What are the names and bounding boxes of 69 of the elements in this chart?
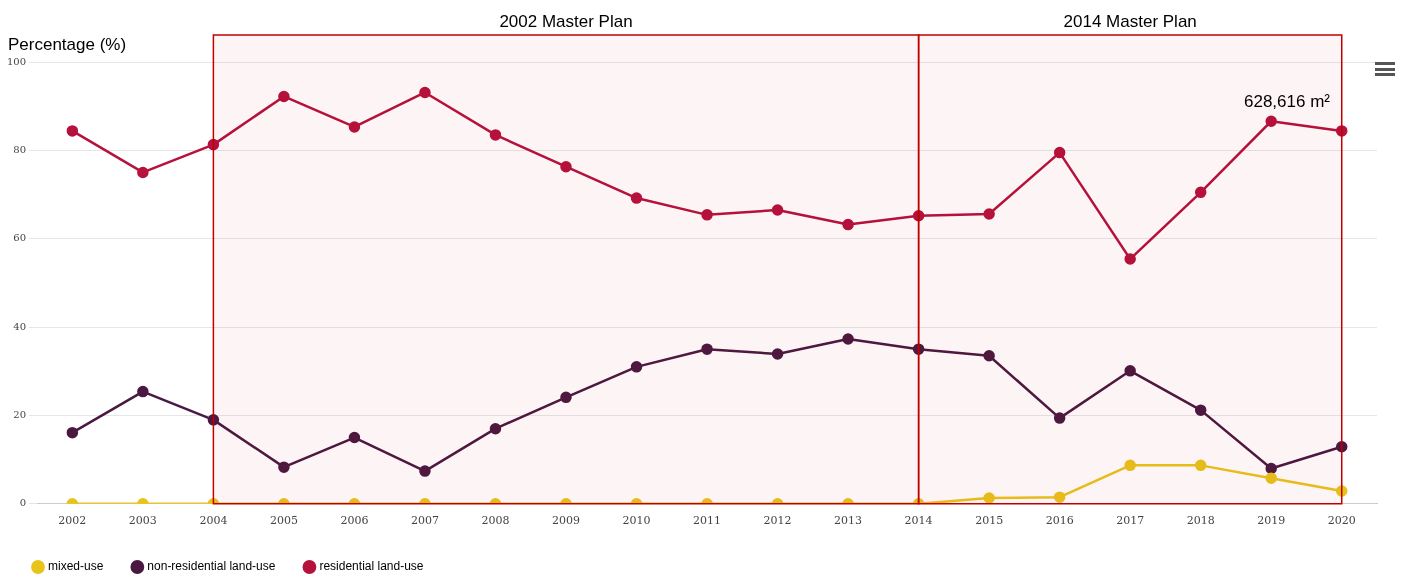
point	[1265, 462, 1277, 475]
band-label: 2014 Master Plan	[1063, 11, 1197, 31]
x-tick-label: 2015	[975, 514, 1004, 528]
legend-label: mixed-use	[48, 559, 104, 574]
y-axis-title: Percentage (%)	[8, 34, 127, 54]
y-tick-label: 80	[13, 143, 27, 155]
point	[278, 461, 290, 473]
x-tick-label: 2019	[1257, 514, 1286, 528]
point	[489, 129, 502, 141]
point	[1265, 115, 1277, 127]
x-tick-label: 2011	[693, 514, 722, 528]
point	[983, 492, 995, 504]
point	[630, 192, 643, 204]
x-tick-label: 2007	[410, 514, 439, 528]
point	[137, 385, 149, 398]
point	[983, 208, 995, 220]
x-tick-label: 2005	[269, 514, 298, 528]
x-tick-label: 2016	[1045, 514, 1074, 528]
x-tick-label: 2006	[340, 514, 369, 528]
point	[66, 426, 79, 439]
point	[560, 391, 572, 404]
x-tick-label: 2003	[128, 514, 157, 528]
x-tick-label: 2014	[904, 514, 933, 528]
point	[1124, 459, 1136, 472]
point	[348, 431, 361, 444]
x-tick-label: 2002	[58, 514, 87, 528]
y-tick-label: 100	[6, 55, 27, 67]
point	[419, 465, 431, 477]
point	[1053, 412, 1066, 424]
y-tick-label: 0	[19, 497, 27, 509]
point	[1265, 472, 1277, 484]
point	[701, 343, 713, 355]
legend-label: residential land-use	[319, 559, 424, 574]
point	[1124, 253, 1136, 265]
point	[1194, 459, 1207, 472]
point	[1124, 365, 1136, 377]
point	[560, 160, 572, 173]
point	[1053, 491, 1066, 503]
point	[1053, 146, 1066, 159]
x-tick-label: 2010	[622, 514, 651, 528]
y-tick-label: 40	[13, 320, 27, 332]
point	[983, 350, 995, 362]
point	[278, 90, 290, 103]
point	[66, 125, 79, 137]
point	[137, 166, 149, 179]
y-tick-label: 20	[13, 409, 27, 421]
x-tick-label: 2018	[1186, 514, 1215, 528]
point	[630, 361, 643, 373]
x-tick-label: 2012	[763, 514, 792, 528]
x-tick-label: 2013	[834, 514, 863, 528]
x-tick-label: 2008	[481, 514, 510, 528]
point	[348, 121, 361, 133]
point	[419, 86, 431, 99]
x-tick-label: 2017	[1116, 514, 1145, 528]
point	[489, 422, 502, 435]
x-tick-label: 2004	[199, 514, 228, 528]
point	[1194, 186, 1207, 199]
point	[842, 333, 854, 345]
point	[842, 218, 854, 231]
annotation: 628,616 m²	[1244, 91, 1331, 111]
x-tick-label: 2020	[1327, 514, 1356, 528]
point	[701, 209, 713, 221]
legend-label: non-residential land-use	[147, 559, 276, 574]
y-tick-label: 60	[13, 232, 27, 244]
point	[771, 204, 784, 216]
x-tick-label: 2009	[552, 514, 580, 528]
band-label: 2002 Master Plan	[499, 11, 633, 31]
point	[1194, 404, 1207, 416]
point	[771, 348, 784, 360]
